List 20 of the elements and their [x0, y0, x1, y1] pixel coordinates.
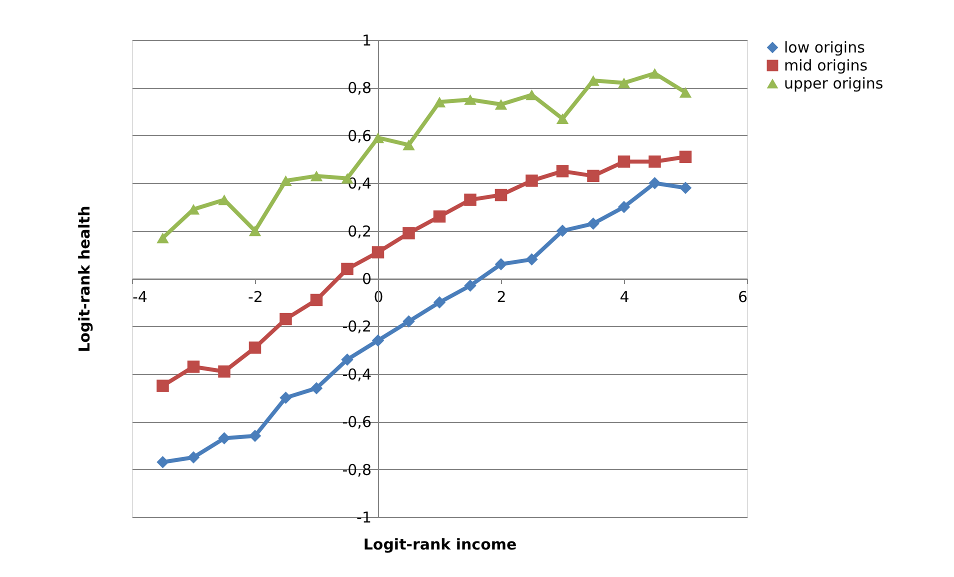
y-tick-label: 0,8: [348, 79, 372, 98]
legend-label: upper origins: [784, 74, 884, 92]
x-tick-label: 6: [738, 288, 748, 306]
legend-label: low origins: [784, 38, 866, 56]
y-tick-label: -0,6: [342, 413, 372, 432]
legend-label: mid origins: [784, 56, 868, 74]
x-axis-title: Logit-rank income: [363, 536, 517, 554]
x-tick-label: -2: [248, 288, 263, 306]
x-tick-label: 4: [620, 288, 630, 306]
y-tick-label: -0,4: [342, 365, 372, 384]
y-tick-label: -0,2: [342, 318, 372, 336]
y-tick-label: 0,6: [348, 126, 372, 145]
y-tick-label: 1: [362, 32, 372, 50]
y-tick-label: -0,8: [342, 460, 372, 479]
x-tick-label: 2: [496, 288, 506, 306]
y-axis-title: Logit-rank health: [76, 206, 94, 352]
y-tick-label: 0,2: [348, 222, 372, 240]
y-tick-label: -1: [356, 508, 372, 526]
y-tick-label: 0: [362, 270, 372, 288]
x-tick-label: -4: [132, 288, 148, 306]
